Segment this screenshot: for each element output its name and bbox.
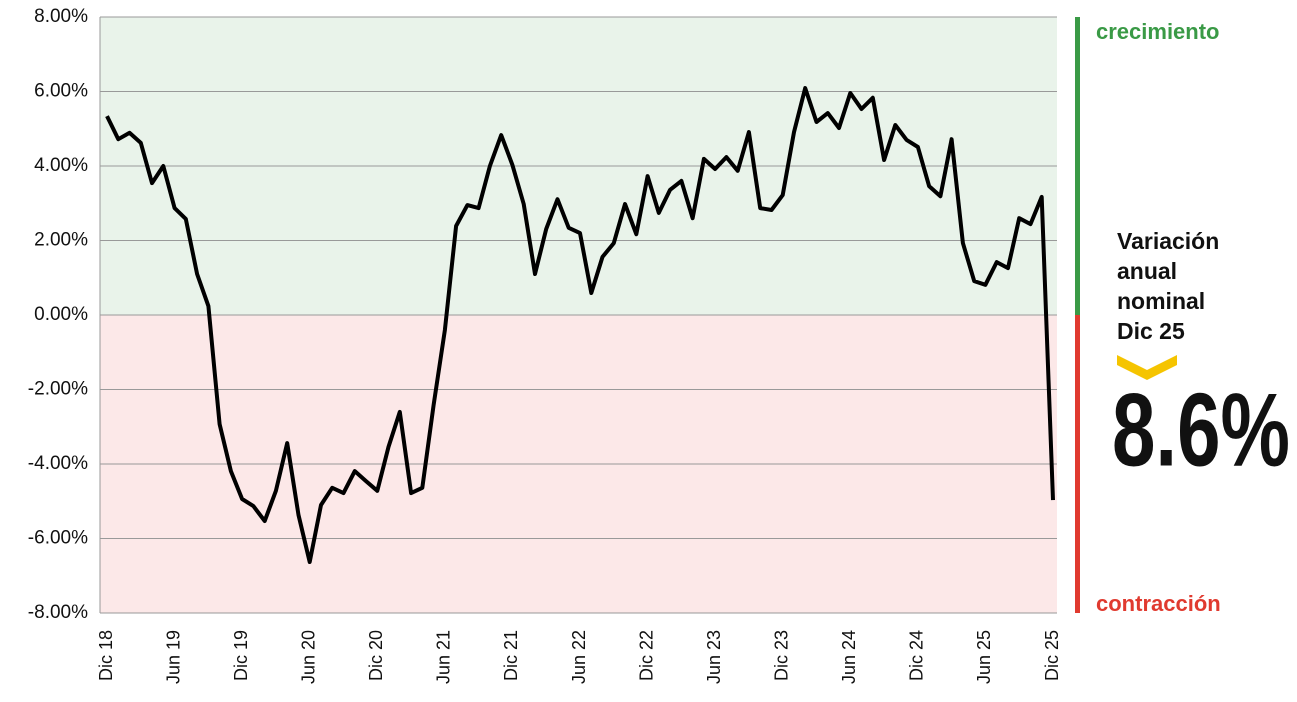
x-tick-label: Jun 24 xyxy=(839,630,859,684)
callout-value: 8.6% xyxy=(1112,372,1290,488)
y-tick-label: -6.00% xyxy=(28,528,88,549)
callout-text: nominal xyxy=(1117,288,1205,314)
x-tick-label: Dic 20 xyxy=(366,630,386,681)
x-tick-label: Dic 19 xyxy=(231,630,251,681)
data-line xyxy=(105,86,1055,564)
callout-text: anual xyxy=(1117,258,1177,284)
x-tick-label: Dic 18 xyxy=(96,630,116,681)
growth-bar xyxy=(1075,17,1080,315)
contraction-bar xyxy=(1075,315,1080,613)
x-tick-label: Jun 21 xyxy=(434,630,454,684)
x-tick-label: Jun 23 xyxy=(704,630,724,684)
growth-label: crecimiento xyxy=(1096,19,1220,44)
x-tick-label: Jun 20 xyxy=(298,630,318,684)
x-tick-label: Dic 22 xyxy=(636,630,656,681)
x-tick-label: Dic 23 xyxy=(771,630,791,681)
contraction-label: contracción xyxy=(1096,591,1221,616)
y-tick-label: 6.00% xyxy=(34,81,88,102)
y-tick-label: 4.00% xyxy=(34,155,88,176)
y-tick-label: 0.00% xyxy=(34,304,88,325)
x-tick-label: Jun 25 xyxy=(974,630,994,684)
callout-text: Variación xyxy=(1117,228,1219,254)
callout-text: Dic 25 xyxy=(1117,318,1185,344)
y-tick-label: 2.00% xyxy=(34,230,88,251)
y-tick-label: -4.00% xyxy=(28,453,88,474)
x-tick-label: Dic 25 xyxy=(1042,630,1062,681)
y-tick-label: -2.00% xyxy=(28,379,88,400)
y-tick-label: -8.00% xyxy=(28,602,88,623)
chevron xyxy=(1117,355,1177,380)
y-tick-label: 8.00% xyxy=(34,6,88,27)
x-tick-label: Dic 24 xyxy=(907,630,927,681)
x-tick-label: Jun 22 xyxy=(569,630,589,684)
x-tick-label: Jun 19 xyxy=(163,630,183,684)
x-tick-label: Dic 21 xyxy=(501,630,521,681)
